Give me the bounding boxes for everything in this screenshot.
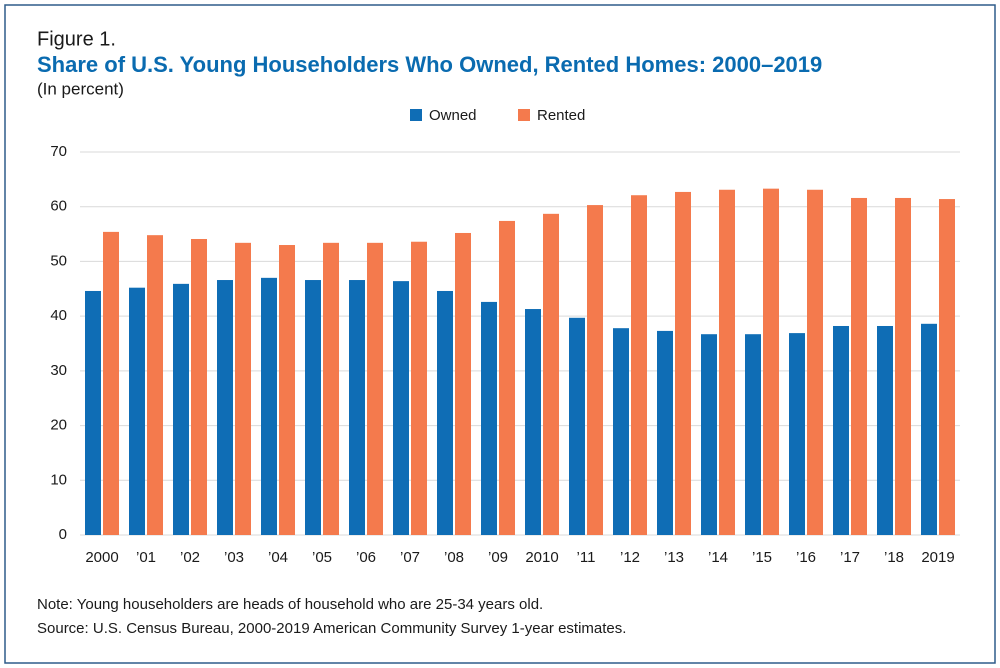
x-tick-label: ’09 — [488, 549, 508, 566]
legend-swatch — [410, 109, 422, 121]
x-tick-label: ’08 — [444, 549, 464, 566]
bar — [631, 195, 647, 535]
x-tick-label: ’12 — [620, 549, 640, 566]
bar — [305, 280, 321, 535]
bar — [367, 242, 383, 535]
bar — [261, 277, 277, 535]
bar — [217, 280, 233, 535]
y-tick-label: 30 — [50, 362, 67, 379]
bar — [807, 189, 823, 535]
chart-title: Share of U.S. Young Householders Who Own… — [37, 52, 822, 77]
y-tick-label: 20 — [50, 417, 67, 434]
bar — [103, 231, 119, 535]
bar — [393, 281, 409, 535]
bar — [279, 245, 295, 535]
x-tick-label: ’07 — [400, 549, 420, 566]
x-tick-label: ’06 — [356, 549, 376, 566]
source: Source: U.S. Census Bureau, 2000-2019 Am… — [37, 620, 626, 637]
x-tick-label: ’01 — [136, 549, 156, 566]
x-tick-label: 2010 — [525, 549, 558, 566]
y-tick-label: 0 — [59, 526, 67, 543]
y-tick-label: 70 — [50, 143, 67, 160]
bar — [191, 238, 207, 535]
x-tick-label: ’18 — [884, 549, 904, 566]
bar — [745, 334, 761, 535]
bar — [587, 205, 603, 535]
bar — [851, 197, 867, 535]
figure-label: Figure 1. — [37, 28, 116, 50]
bar — [569, 317, 585, 535]
bar — [499, 220, 515, 535]
x-tick-label: 2019 — [921, 549, 954, 566]
bar — [85, 290, 101, 535]
bar — [657, 330, 673, 535]
x-tick-label: ’11 — [577, 549, 596, 566]
y-tick-label: 10 — [50, 471, 67, 488]
bar — [411, 241, 427, 535]
y-tick-label: 60 — [50, 198, 67, 215]
bar — [701, 334, 717, 535]
bar — [129, 287, 145, 535]
bar — [437, 290, 453, 535]
x-tick-label: ’16 — [796, 549, 816, 566]
x-tick-label: ’05 — [312, 549, 332, 566]
x-tick-label: ’03 — [224, 549, 244, 566]
bar — [455, 232, 471, 535]
y-tick-label: 40 — [50, 307, 67, 324]
x-tick-label: ’17 — [840, 549, 860, 566]
legend-label: Rented — [537, 107, 585, 124]
x-tick-label: 2000 — [85, 549, 118, 566]
frame — [4, 4, 996, 664]
x-tick-label: ’04 — [268, 549, 288, 566]
bar — [323, 242, 339, 535]
bar — [877, 325, 893, 535]
note: Note: Young householders are heads of ho… — [37, 596, 543, 613]
x-tick-label: ’15 — [752, 549, 772, 566]
x-tick-label: ’14 — [708, 549, 728, 566]
bar — [481, 301, 497, 535]
bar — [173, 283, 189, 535]
bar — [763, 188, 779, 535]
bar — [543, 213, 559, 535]
bar — [675, 191, 691, 536]
legend-swatch — [518, 109, 530, 121]
x-tick-label: ’13 — [664, 549, 684, 566]
chart-subtitle: (In percent) — [37, 79, 124, 98]
bar — [939, 199, 955, 535]
bar — [235, 242, 251, 535]
y-tick-label: 50 — [50, 252, 67, 269]
bar — [921, 323, 937, 535]
bar — [147, 235, 163, 535]
bar — [789, 333, 805, 535]
bar — [613, 328, 629, 535]
bar — [719, 189, 735, 535]
bar — [525, 309, 541, 535]
x-tick-label: ’02 — [180, 549, 200, 566]
bar — [349, 280, 365, 535]
bar — [895, 197, 911, 535]
bar — [833, 325, 849, 535]
legend-label: Owned — [429, 107, 477, 124]
